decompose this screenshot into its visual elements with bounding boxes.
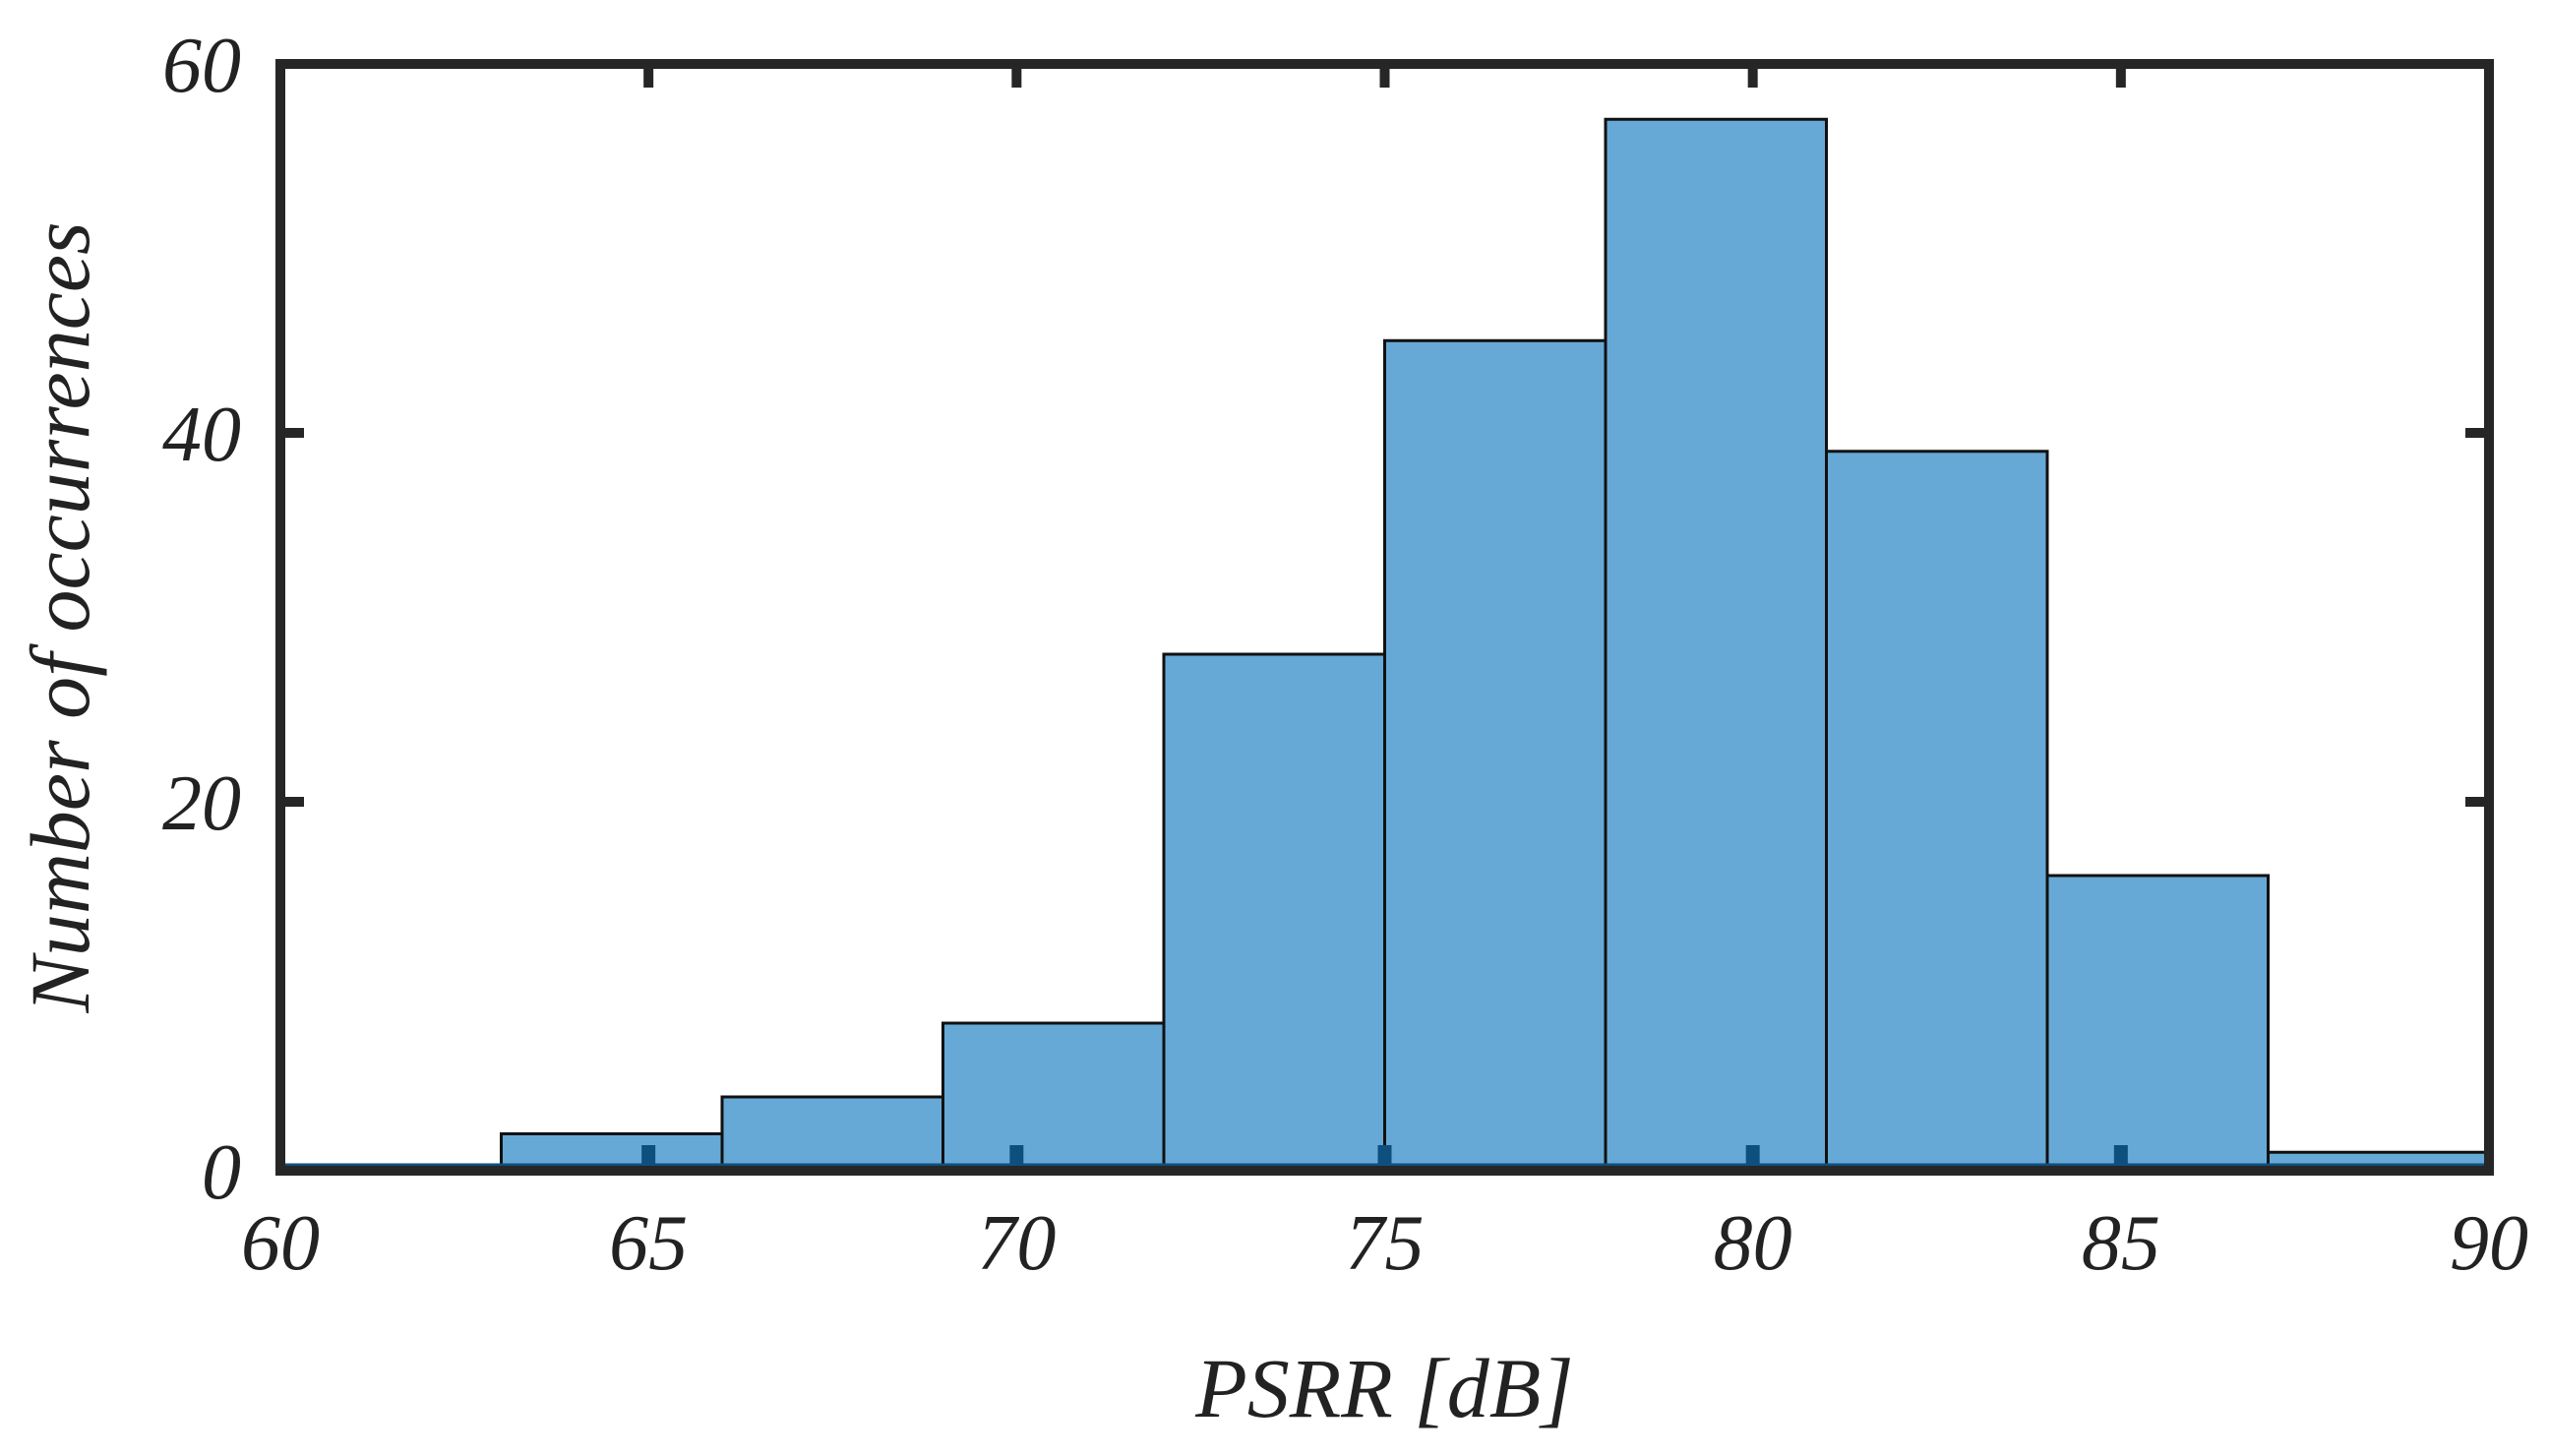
- histogram-bar: [1825, 450, 2049, 1173]
- x-tick-label: 75: [1346, 1200, 1425, 1287]
- y-axis-label: Number of occurrences: [13, 221, 107, 1013]
- rug-mark: [1745, 1145, 1760, 1171]
- y-tick-label: 40: [162, 392, 241, 478]
- histogram-bar: [720, 1095, 944, 1173]
- histogram-bar: [1383, 338, 1608, 1173]
- histogram-bar: [941, 1021, 1166, 1173]
- rug-mark: [1009, 1145, 1024, 1171]
- x-axis-label: PSRR [dB]: [1194, 1341, 1574, 1435]
- rug-mark: [2113, 1145, 2128, 1171]
- y-tick-labels: 0 20 40 60: [162, 23, 241, 1216]
- y-tick-label: 20: [162, 760, 241, 847]
- x-tick-label: 80: [1714, 1200, 1792, 1287]
- rug-mark: [1377, 1145, 1392, 1171]
- x-tick-label: 90: [2450, 1200, 2528, 1287]
- y-tick-label: 0: [202, 1129, 241, 1216]
- histogram-bar: [1162, 652, 1386, 1173]
- x-tick-label: 65: [609, 1200, 688, 1287]
- bars-group: [500, 117, 2491, 1173]
- y-tick-label: 60: [162, 23, 241, 109]
- x-tick-label: 60: [241, 1200, 320, 1287]
- x-tick-labels: 60 65 70 75 80 85 90: [241, 1200, 2528, 1287]
- rug-mark: [641, 1145, 656, 1171]
- axis-ticks-group: [275, 59, 2494, 1176]
- x-tick-label: 70: [977, 1200, 1056, 1287]
- histogram-bar: [2045, 874, 2270, 1173]
- histogram-bar: [1604, 117, 1828, 1173]
- x-tick-label: 85: [2082, 1200, 2160, 1287]
